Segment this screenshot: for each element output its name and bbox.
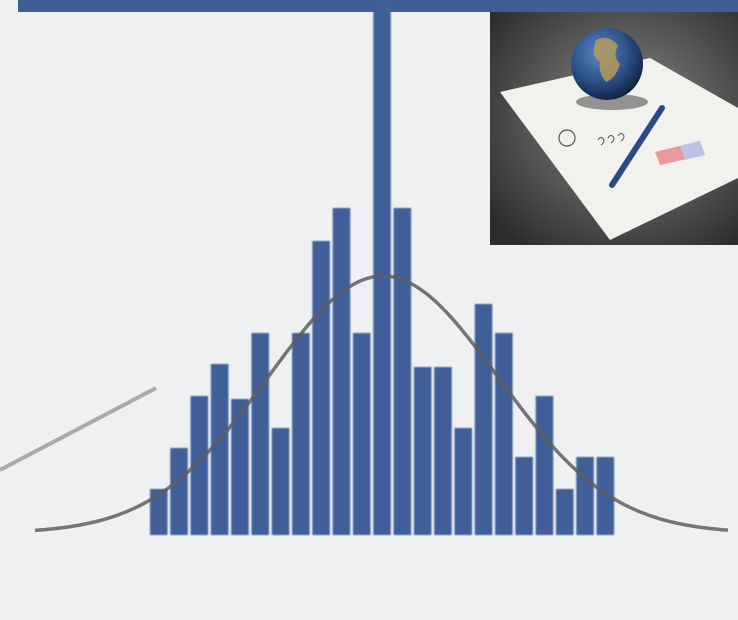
paper [500, 58, 738, 240]
bar [413, 367, 432, 535]
bar [170, 448, 188, 535]
bulb-sketch [558, 129, 576, 147]
question-marks [597, 133, 625, 146]
bar [312, 241, 330, 535]
continent [593, 38, 620, 82]
bar [332, 208, 351, 535]
bar [495, 333, 513, 535]
bar [210, 364, 229, 535]
pencil [609, 105, 665, 188]
bar [190, 396, 209, 535]
photo-inset [490, 12, 738, 245]
bar [515, 457, 533, 535]
bar [454, 428, 472, 535]
bar [535, 396, 554, 535]
bar [596, 457, 615, 535]
bar [556, 489, 574, 535]
pointer-line [0, 386, 157, 472]
bar [373, 0, 391, 535]
bar [474, 304, 493, 535]
normal-curve [34, 274, 729, 533]
bar [150, 489, 168, 535]
globe-shadow [576, 94, 648, 110]
bar [251, 333, 269, 535]
bar [292, 333, 310, 535]
bar [434, 367, 452, 535]
bar [576, 457, 594, 535]
bar [353, 333, 371, 535]
bar [271, 428, 290, 535]
eraser-sleeve [680, 141, 705, 160]
bar [231, 399, 249, 535]
bar [393, 208, 412, 535]
